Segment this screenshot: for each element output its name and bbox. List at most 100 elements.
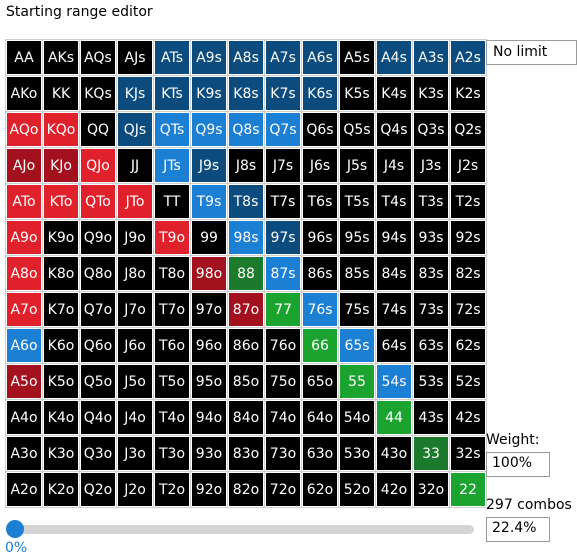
hand-cell[interactable]: JTs bbox=[153, 147, 191, 184]
hand-cell[interactable]: T9o bbox=[153, 219, 191, 256]
hand-cell[interactable]: Q3o bbox=[79, 435, 117, 472]
hand-cell[interactable]: T2s bbox=[449, 183, 487, 220]
hand-cell[interactable]: T5o bbox=[153, 363, 191, 400]
hand-cell[interactable]: AKo bbox=[5, 75, 43, 112]
hand-cell[interactable]: A9s bbox=[190, 39, 228, 76]
hand-cell[interactable]: Q7s bbox=[264, 111, 302, 148]
hand-cell[interactable]: K9o bbox=[42, 219, 80, 256]
hand-cell[interactable]: Q5o bbox=[79, 363, 117, 400]
hand-cell[interactable]: KTs bbox=[153, 75, 191, 112]
hand-cell[interactable]: J5s bbox=[338, 147, 376, 184]
hand-cell[interactable]: K6s bbox=[301, 75, 339, 112]
hand-cell[interactable]: AA bbox=[5, 39, 43, 76]
hand-cell[interactable]: A5s bbox=[338, 39, 376, 76]
hand-cell[interactable]: J5o bbox=[116, 363, 154, 400]
hand-cell[interactable]: A7o bbox=[5, 291, 43, 328]
hand-cell[interactable]: QJo bbox=[79, 147, 117, 184]
hand-cell[interactable]: 54o bbox=[338, 399, 376, 436]
hand-cell[interactable]: 65s bbox=[338, 327, 376, 364]
hand-cell[interactable]: 97s bbox=[264, 219, 302, 256]
hand-cell[interactable]: 54s bbox=[375, 363, 413, 400]
hand-cell[interactable]: 82o bbox=[227, 471, 265, 508]
hand-cell[interactable]: JJ bbox=[116, 147, 154, 184]
hand-cell[interactable]: 63o bbox=[301, 435, 339, 472]
hand-cell[interactable]: K2s bbox=[449, 75, 487, 112]
hand-cell[interactable]: Q8s bbox=[227, 111, 265, 148]
hand-cell[interactable]: K4s bbox=[375, 75, 413, 112]
hand-cell[interactable]: 62s bbox=[449, 327, 487, 364]
weight-input[interactable]: 100% bbox=[486, 452, 550, 477]
hand-cell[interactable]: AJs bbox=[116, 39, 154, 76]
combos-percent-input[interactable]: 22.4% bbox=[486, 517, 550, 542]
hand-cell[interactable]: J3s bbox=[412, 147, 450, 184]
hand-cell[interactable]: 83o bbox=[227, 435, 265, 472]
hand-cell[interactable]: KQs bbox=[79, 75, 117, 112]
hand-cell[interactable]: 87o bbox=[227, 291, 265, 328]
hand-cell[interactable]: 64o bbox=[301, 399, 339, 436]
hand-cell[interactable]: A8s bbox=[227, 39, 265, 76]
hand-cell[interactable]: AKs bbox=[42, 39, 80, 76]
hand-cell[interactable]: K4o bbox=[42, 399, 80, 436]
hand-cell[interactable]: Q6s bbox=[301, 111, 339, 148]
hand-cell[interactable]: 63s bbox=[412, 327, 450, 364]
hand-cell[interactable]: J2s bbox=[449, 147, 487, 184]
hand-cell[interactable]: K3s bbox=[412, 75, 450, 112]
hand-cell[interactable]: Q5s bbox=[338, 111, 376, 148]
hand-cell[interactable]: 66 bbox=[301, 327, 339, 364]
hand-cell[interactable]: QTs bbox=[153, 111, 191, 148]
range-slider-thumb[interactable] bbox=[6, 520, 24, 538]
hand-cell[interactable]: 94s bbox=[375, 219, 413, 256]
hand-cell[interactable]: T2o bbox=[153, 471, 191, 508]
hand-cell[interactable]: K5o bbox=[42, 363, 80, 400]
hand-cell[interactable]: 99 bbox=[190, 219, 228, 256]
hand-cell[interactable]: K8o bbox=[42, 255, 80, 292]
hand-cell[interactable]: QTo bbox=[79, 183, 117, 220]
hand-cell[interactable]: K2o bbox=[42, 471, 80, 508]
hand-cell[interactable]: A8o bbox=[5, 255, 43, 292]
hand-cell[interactable]: ATs bbox=[153, 39, 191, 76]
hand-cell[interactable]: 86o bbox=[227, 327, 265, 364]
hand-cell[interactable]: T6s bbox=[301, 183, 339, 220]
hand-cell[interactable]: 84s bbox=[375, 255, 413, 292]
hand-cell[interactable]: K8s bbox=[227, 75, 265, 112]
hand-cell[interactable]: 98s bbox=[227, 219, 265, 256]
range-slider-track[interactable] bbox=[10, 525, 474, 534]
hand-cell[interactable]: AQs bbox=[79, 39, 117, 76]
hand-cell[interactable]: QQ bbox=[79, 111, 117, 148]
hand-cell[interactable]: 76o bbox=[264, 327, 302, 364]
hand-cell[interactable]: J7o bbox=[116, 291, 154, 328]
hand-cell[interactable]: Q4s bbox=[375, 111, 413, 148]
hand-cell[interactable]: 73o bbox=[264, 435, 302, 472]
hand-cell[interactable]: 92s bbox=[449, 219, 487, 256]
hand-cell[interactable]: KJo bbox=[42, 147, 80, 184]
hand-cell[interactable]: A7s bbox=[264, 39, 302, 76]
hand-cell[interactable]: K7s bbox=[264, 75, 302, 112]
hand-cell[interactable]: J9o bbox=[116, 219, 154, 256]
hand-cell[interactable]: A3o bbox=[5, 435, 43, 472]
hand-cell[interactable]: 77 bbox=[264, 291, 302, 328]
hand-cell[interactable]: 94o bbox=[190, 399, 228, 436]
hand-cell[interactable]: T9s bbox=[190, 183, 228, 220]
hand-cell[interactable]: TT bbox=[153, 183, 191, 220]
hand-cell[interactable]: J6s bbox=[301, 147, 339, 184]
hand-cell[interactable]: Q2o bbox=[79, 471, 117, 508]
hand-cell[interactable]: 72o bbox=[264, 471, 302, 508]
hand-cell[interactable]: A6o bbox=[5, 327, 43, 364]
hand-cell[interactable]: K7o bbox=[42, 291, 80, 328]
hand-cell[interactable]: T7s bbox=[264, 183, 302, 220]
hand-cell[interactable]: J3o bbox=[116, 435, 154, 472]
hand-cell[interactable]: Q3s bbox=[412, 111, 450, 148]
hand-cell[interactable]: KTo bbox=[42, 183, 80, 220]
hand-cell[interactable]: A4o bbox=[5, 399, 43, 436]
hand-cell[interactable]: Q6o bbox=[79, 327, 117, 364]
hand-cell[interactable]: Q8o bbox=[79, 255, 117, 292]
hand-cell[interactable]: 97o bbox=[190, 291, 228, 328]
hand-cell[interactable]: 86s bbox=[301, 255, 339, 292]
hand-cell[interactable]: T4o bbox=[153, 399, 191, 436]
hand-cell[interactable]: 72s bbox=[449, 291, 487, 328]
hand-cell[interactable]: K9s bbox=[190, 75, 228, 112]
hand-cell[interactable]: 75s bbox=[338, 291, 376, 328]
hand-cell[interactable]: A4s bbox=[375, 39, 413, 76]
hand-cell[interactable]: K5s bbox=[338, 75, 376, 112]
hand-cell[interactable]: J4o bbox=[116, 399, 154, 436]
